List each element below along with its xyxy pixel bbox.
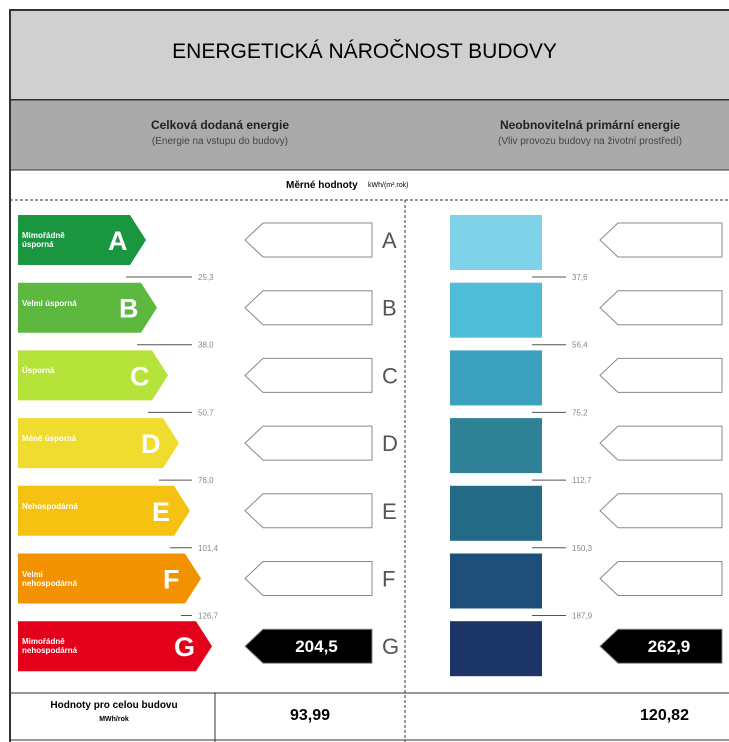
title: ENERGETICKÁ NÁROČNOST BUDOVY — [172, 40, 557, 63]
blue-box — [450, 553, 542, 609]
class-letter-side: A — [382, 228, 397, 253]
class-arrow — [18, 418, 179, 469]
class-letter: A — [108, 226, 128, 256]
units: kWh/(m².rok) — [368, 182, 409, 189]
class-label: Velmi nehospodárná — [22, 569, 78, 588]
footer-value: 93,99 — [289, 707, 331, 724]
blue-box — [450, 215, 542, 270]
indicator-value: 204,5 — [295, 637, 338, 656]
blue-box — [450, 282, 542, 338]
class-arrow — [18, 215, 146, 265]
threshold: 187,9 — [572, 612, 593, 621]
class-letter-side: F — [382, 567, 395, 592]
threshold: 76,0 — [198, 476, 214, 485]
threshold: 112,7 — [572, 476, 592, 485]
column-band — [9, 99, 729, 171]
blue-box — [450, 485, 542, 541]
blue-box — [450, 418, 542, 474]
column-subtitle: (Vliv provozu budovy na životní prostřed… — [498, 136, 682, 147]
class-letter: E — [152, 497, 170, 527]
indicator-arrow — [244, 222, 373, 258]
indicator-arrow — [244, 493, 373, 529]
class-letter-side: G — [382, 634, 399, 659]
column-title: Celková dodaná energie — [150, 118, 290, 132]
indicator-arrow — [599, 222, 723, 258]
blue-box — [450, 350, 542, 406]
class-letter: C — [130, 361, 150, 391]
threshold: 101,4 — [198, 544, 219, 553]
threshold: 56,4 — [572, 341, 588, 350]
column-title: Neobnovitelná primární energie — [499, 118, 681, 132]
class-label: Úsporná — [22, 366, 55, 376]
class-letter-side: C — [382, 363, 398, 388]
header-band — [9, 9, 729, 101]
threshold: 25,3 — [198, 273, 214, 282]
threshold: 50,7 — [198, 408, 214, 417]
class-label: Mimořádně úsporná — [22, 231, 65, 249]
threshold: 150,3 — [572, 544, 593, 553]
indicator-arrow — [599, 290, 723, 326]
class-label: Velmi úsporná — [22, 298, 77, 308]
units-label: Měrné hodnoty — [286, 180, 358, 191]
class-letter: G — [174, 632, 195, 662]
indicator-arrow — [244, 290, 373, 326]
indicator-arrow — [599, 561, 723, 596]
threshold: 38,0 — [198, 341, 214, 350]
class-letter: B — [119, 294, 139, 324]
class-letter: D — [141, 429, 161, 459]
class-arrow — [18, 621, 212, 672]
class-arrow — [18, 282, 157, 333]
class-letter-side: D — [382, 431, 398, 456]
footer-unit: MWh/rok — [99, 716, 129, 723]
footer-value: 120,82 — [640, 707, 689, 724]
class-label: Mimořádně nehospodárná — [22, 637, 78, 656]
indicator-value: 262,9 — [648, 637, 691, 656]
class-label: Nehospodárná — [22, 501, 79, 511]
indicator-arrow — [599, 628, 723, 664]
class-arrow — [18, 485, 190, 536]
class-arrow — [18, 350, 168, 401]
threshold: 37,6 — [572, 273, 588, 282]
indicator-arrow — [599, 493, 723, 529]
indicator-arrow — [599, 425, 723, 461]
class-label: Méně úsporná — [22, 434, 77, 444]
indicator-arrow — [244, 628, 373, 664]
class-letter-side: E — [382, 499, 397, 524]
threshold: 126,7 — [198, 612, 219, 621]
indicator-arrow — [244, 561, 373, 596]
class-letter: F — [163, 565, 180, 595]
indicator-arrow — [244, 357, 373, 393]
indicator-arrow — [599, 357, 723, 393]
column-subtitle: (Energie na vstupu do budovy) — [151, 136, 289, 147]
indicator-arrow — [244, 425, 373, 461]
blue-box — [450, 621, 542, 677]
threshold: 75,2 — [572, 408, 588, 417]
footer-label: Hodnoty pro celou budovu — [50, 700, 178, 711]
class-arrow — [18, 553, 201, 604]
class-letter-side: B — [382, 296, 397, 321]
